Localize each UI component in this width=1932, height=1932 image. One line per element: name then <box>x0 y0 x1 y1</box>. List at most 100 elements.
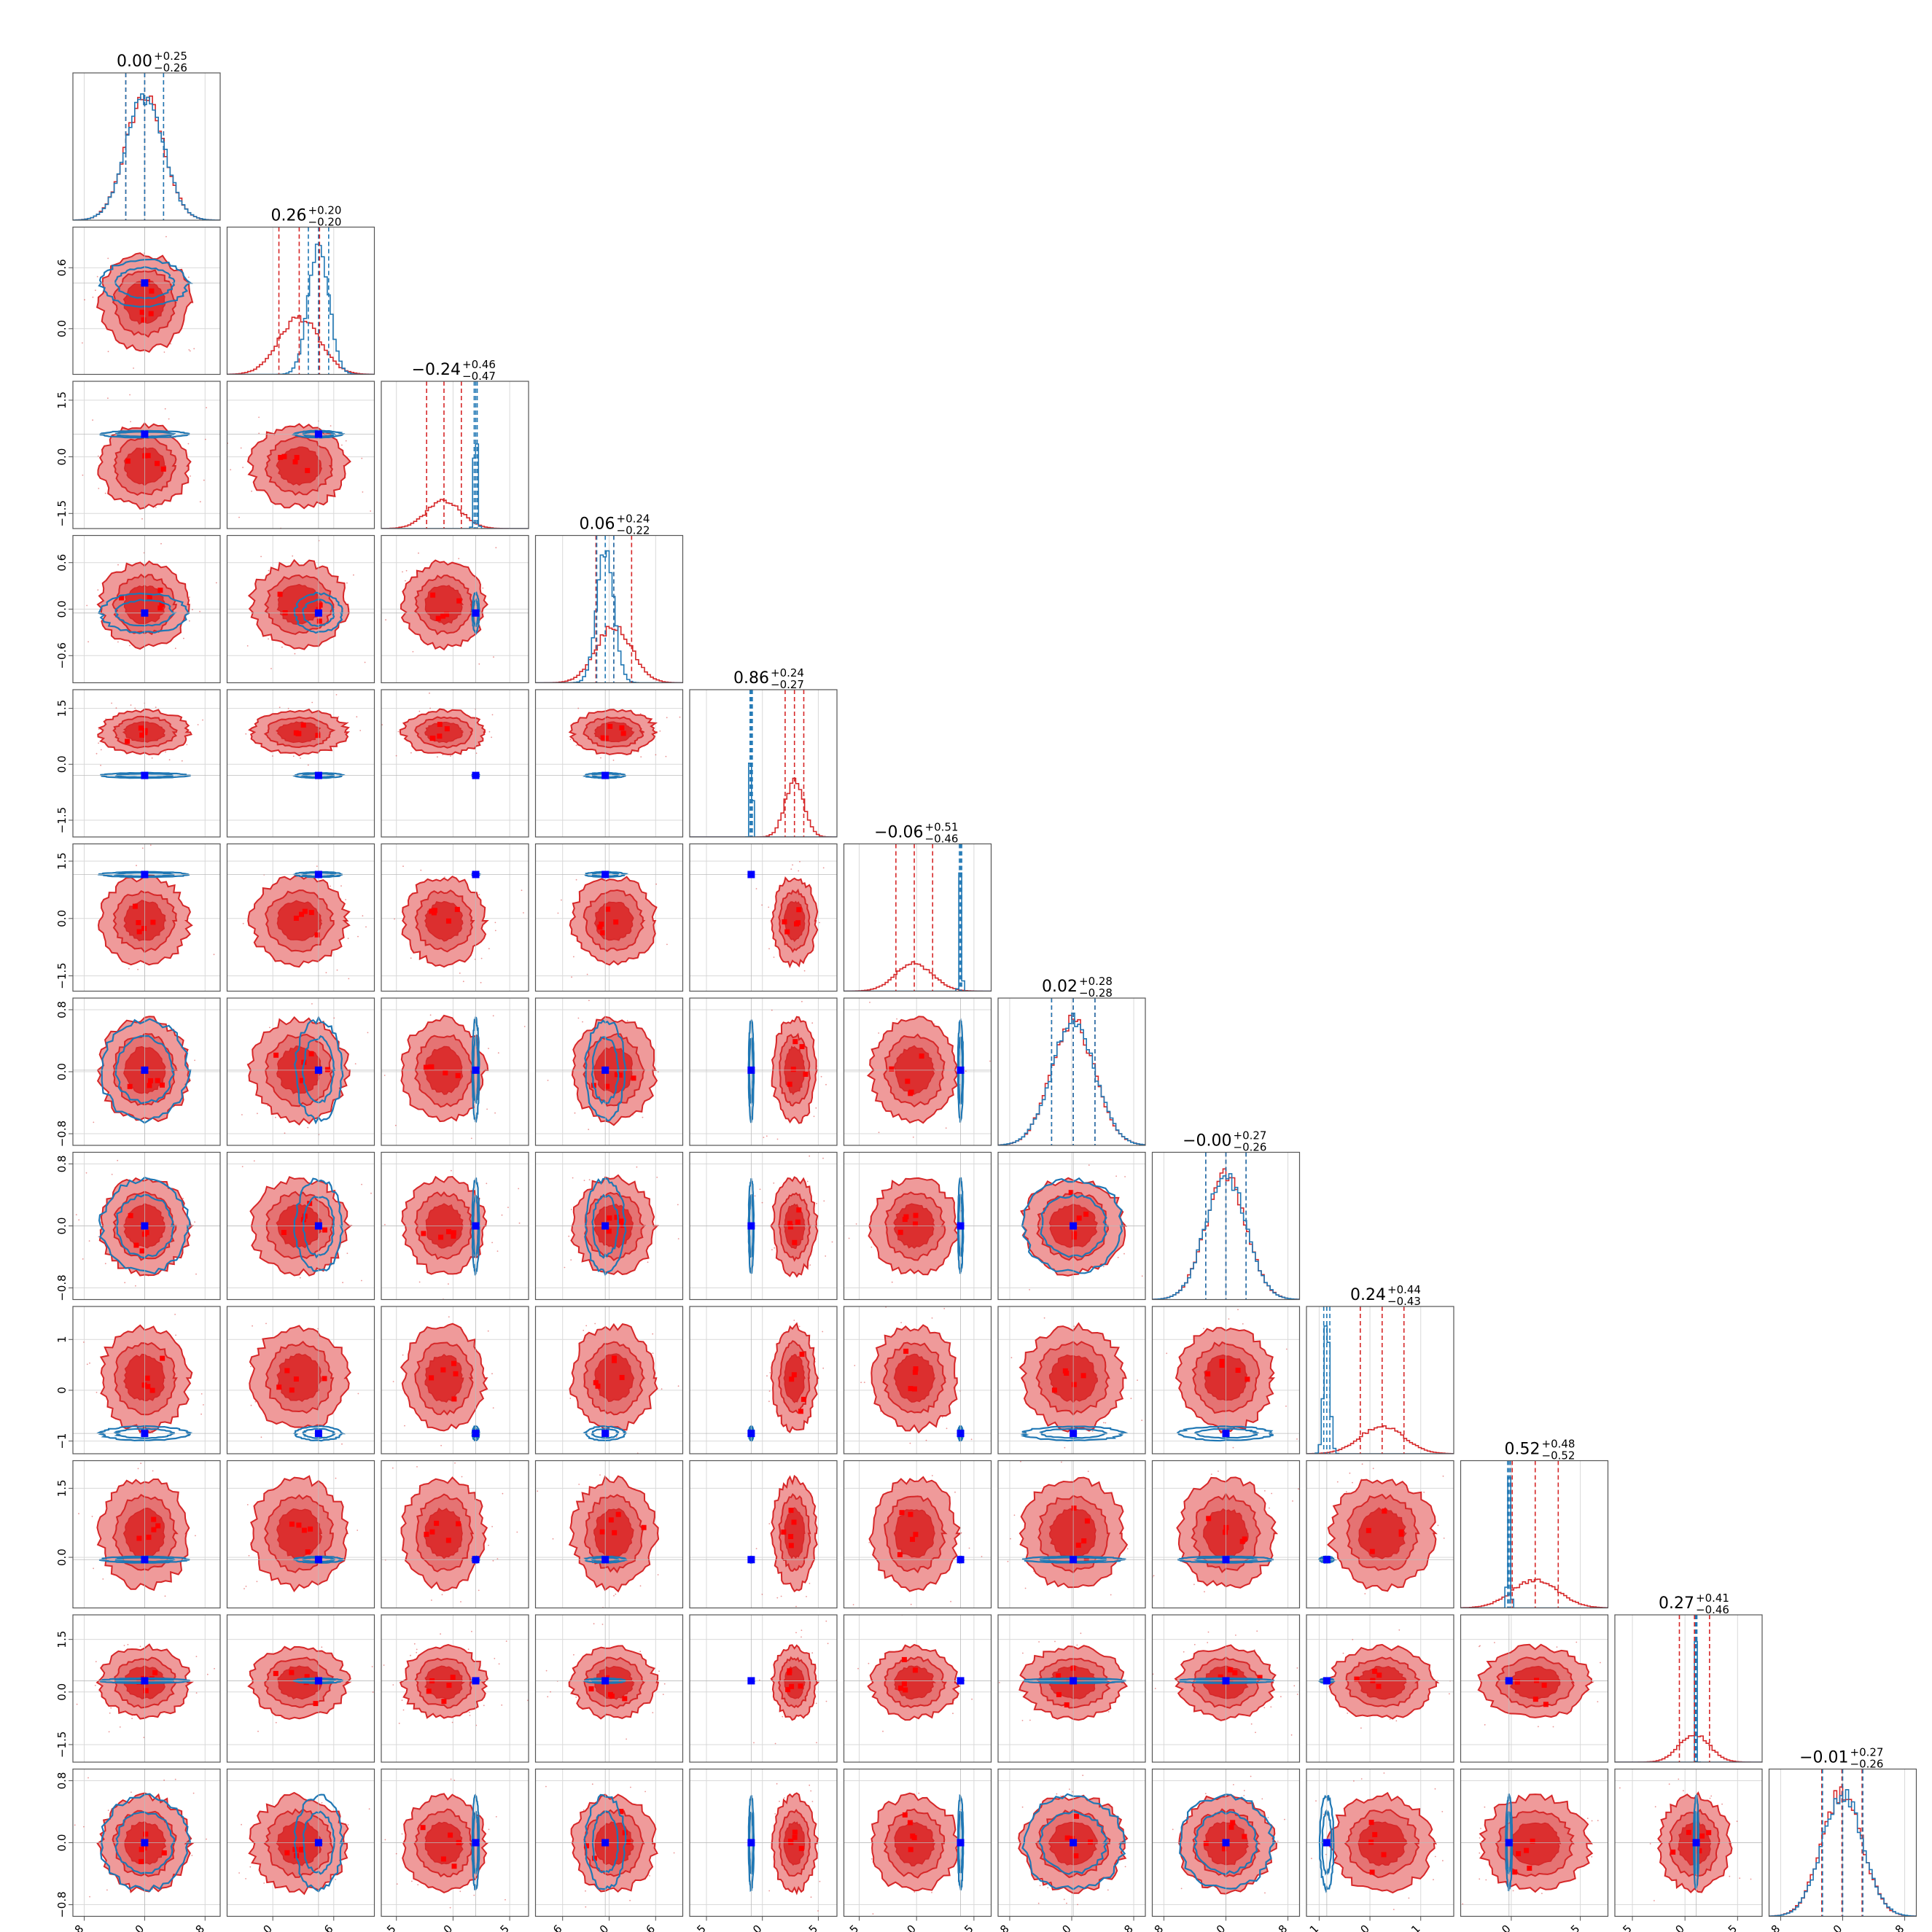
marker-red <box>799 1352 805 1358</box>
scatter-point <box>878 1131 880 1134</box>
scatter-point <box>1255 1732 1256 1734</box>
scatter-point <box>165 751 166 753</box>
title-plus: +0.28 <box>1079 975 1113 988</box>
scatter-point <box>1264 1490 1266 1492</box>
marker-red <box>903 1687 908 1693</box>
marker-red <box>1206 1516 1212 1522</box>
marker-red <box>151 1527 157 1532</box>
scatter-point <box>583 1180 585 1181</box>
marker-red <box>799 1044 805 1050</box>
scatter-point <box>330 425 332 426</box>
scatter-point <box>405 580 406 582</box>
scatter-point <box>471 1630 472 1632</box>
scatter-point <box>115 707 117 709</box>
scatter-point <box>170 343 172 345</box>
marker-red <box>905 1078 911 1084</box>
marker-red <box>1071 1382 1077 1387</box>
scatter-point <box>501 1214 503 1216</box>
scatter-point <box>1024 1587 1027 1589</box>
contour-blue-outer <box>97 592 190 634</box>
panel-background <box>1306 1306 1454 1454</box>
y-tick-label: 0 <box>55 1387 69 1394</box>
scatter-point <box>954 1491 956 1493</box>
marker-red <box>1527 1866 1532 1871</box>
scatter-point <box>164 1595 166 1597</box>
scatter-point <box>258 432 260 435</box>
panel-frame <box>534 534 684 684</box>
scatter-point <box>582 1021 583 1023</box>
marker-red <box>443 1070 448 1075</box>
scatter-point <box>174 647 176 650</box>
scatter-point <box>825 1083 827 1086</box>
scatter-point <box>441 1594 443 1596</box>
scatter-point <box>275 1116 276 1118</box>
scatter-point <box>878 1032 880 1034</box>
scatter-point <box>245 1586 247 1587</box>
scatter-point <box>1441 1811 1444 1812</box>
scatter-point <box>754 1195 756 1197</box>
scatter-point <box>1021 1720 1024 1721</box>
marker-red <box>155 1523 161 1529</box>
scatter-point <box>652 1712 654 1714</box>
scatter-point <box>494 1658 496 1659</box>
marker-red <box>451 1234 456 1239</box>
title-plus: +0.27 <box>1850 1746 1884 1759</box>
scatter-point <box>925 1439 927 1441</box>
scatter-point <box>203 479 205 481</box>
scatter-point <box>1591 1820 1593 1822</box>
scatter-point <box>383 1075 386 1076</box>
panel-frame <box>226 1151 375 1301</box>
scatter-point <box>766 1135 768 1137</box>
scatter-point <box>570 1209 572 1210</box>
marker-blue <box>314 1222 322 1230</box>
panel-title-1: 0.26 +0.20−0.20 <box>271 204 342 229</box>
marker-red <box>441 1699 447 1705</box>
panel-7-1 <box>226 1151 375 1301</box>
marker-red <box>1064 1371 1070 1376</box>
scatter-point <box>1361 1463 1363 1465</box>
marker-red <box>136 929 142 935</box>
scatter-point <box>353 574 354 576</box>
panel-frame <box>534 1460 684 1609</box>
scatter-point <box>498 1663 500 1665</box>
panel-title-7: −0.00 +0.27−0.26 <box>1183 1129 1266 1154</box>
scatter-point <box>268 638 269 640</box>
scatter-point <box>766 1375 768 1377</box>
panel-3-3 <box>534 534 684 684</box>
panel-frame <box>72 381 221 529</box>
x-tick-label: 0.8 <box>1885 1923 1907 1932</box>
marker-red <box>795 920 801 926</box>
scatter-point <box>997 1515 998 1516</box>
scatter-point <box>803 970 806 972</box>
scatter-point <box>104 1263 106 1265</box>
marker-red <box>607 1215 612 1221</box>
panel-3-1 <box>226 534 375 684</box>
scatter-point <box>84 299 85 301</box>
title-plus: +0.51 <box>925 821 959 834</box>
marker-red <box>1368 1820 1374 1826</box>
scatter-point <box>491 736 492 739</box>
marker-blue <box>601 870 609 879</box>
scatter-point <box>1323 1813 1325 1815</box>
scatter-point <box>1586 1818 1589 1820</box>
scatter-point <box>83 1826 85 1828</box>
panel-10-7 <box>1151 1614 1301 1763</box>
histogram-red <box>1306 1425 1454 1454</box>
panel-frame <box>72 226 221 375</box>
scatter-point <box>755 888 757 889</box>
scatter-point <box>1285 1348 1288 1350</box>
marker-blue <box>141 1430 149 1438</box>
panel-frame <box>226 997 375 1146</box>
marker-red <box>133 1242 139 1248</box>
scatter-point <box>372 1691 374 1693</box>
marker-blue <box>314 609 322 617</box>
title-minus: −0.26 <box>1850 1758 1884 1771</box>
scatter-point <box>82 1258 84 1260</box>
scatter-point <box>918 1792 920 1794</box>
scatter-point <box>215 582 217 584</box>
marker-red <box>606 1228 612 1234</box>
x-tick-label: 0.6 <box>314 1923 336 1932</box>
scatter-point <box>187 276 190 278</box>
marker-red <box>1232 1670 1238 1675</box>
y-tick-label: −0.6 <box>55 642 69 669</box>
